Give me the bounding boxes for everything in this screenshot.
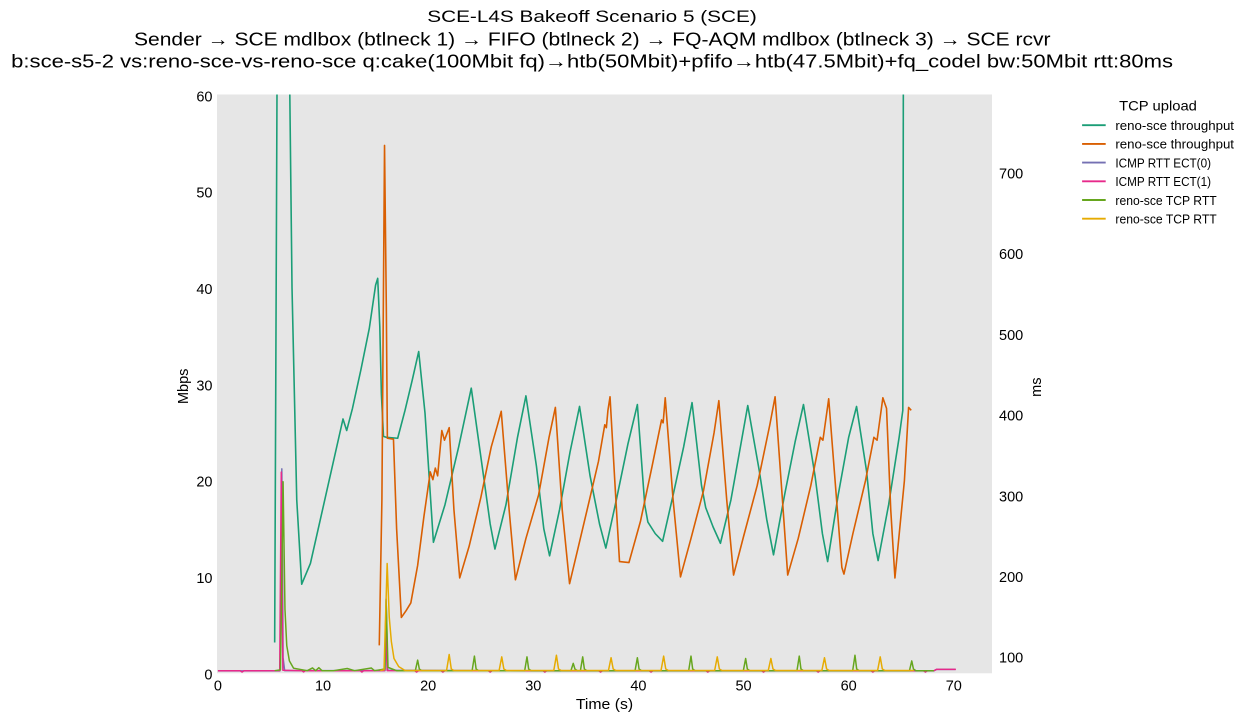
svg-text:ICMP RTT ECT(1): ICMP RTT ECT(1) bbox=[1115, 174, 1211, 189]
svg-text:30: 30 bbox=[196, 378, 212, 394]
svg-text:100: 100 bbox=[999, 651, 1023, 667]
svg-text:50: 50 bbox=[735, 678, 751, 694]
svg-text:500: 500 bbox=[999, 328, 1023, 344]
svg-text:40: 40 bbox=[630, 678, 646, 694]
svg-text:50: 50 bbox=[196, 186, 212, 202]
svg-text:reno-sce throughput: reno-sce throughput bbox=[1115, 137, 1234, 152]
svg-text:400: 400 bbox=[999, 409, 1023, 425]
svg-text:30: 30 bbox=[525, 678, 541, 694]
svg-text:ms: ms bbox=[1029, 378, 1045, 397]
svg-text:200: 200 bbox=[999, 570, 1023, 586]
svg-text:700: 700 bbox=[999, 167, 1023, 183]
svg-text:reno-sce throughput: reno-sce throughput bbox=[1115, 118, 1234, 133]
svg-text:0: 0 bbox=[204, 667, 212, 683]
svg-text:b:sce-s5-2 vs:reno-sce-vs-reno: b:sce-s5-2 vs:reno-sce-vs-reno-sce q:cak… bbox=[11, 52, 1173, 73]
svg-text:SCE-L4S Bakeoff Scenario 5 (SC: SCE-L4S Bakeoff Scenario 5 (SCE) bbox=[427, 8, 757, 26]
svg-text:Time (s): Time (s) bbox=[576, 697, 633, 713]
svg-text:reno-sce TCP RTT: reno-sce TCP RTT bbox=[1115, 212, 1216, 227]
svg-text:reno-sce TCP RTT: reno-sce TCP RTT bbox=[1115, 193, 1216, 208]
svg-text:60: 60 bbox=[841, 678, 857, 694]
svg-text:TCP upload: TCP upload bbox=[1119, 99, 1197, 114]
svg-text:10: 10 bbox=[196, 571, 212, 587]
svg-text:20: 20 bbox=[420, 678, 436, 694]
svg-text:40: 40 bbox=[196, 282, 212, 298]
svg-text:ICMP RTT ECT(0): ICMP RTT ECT(0) bbox=[1115, 155, 1211, 170]
svg-text:20: 20 bbox=[196, 475, 212, 491]
svg-text:Sender → SCE mdlbox (btlneck 1: Sender → SCE mdlbox (btlneck 1) → FIFO (… bbox=[134, 30, 1051, 50]
svg-text:60: 60 bbox=[196, 89, 212, 105]
svg-text:Mbps: Mbps bbox=[176, 369, 192, 404]
svg-text:10: 10 bbox=[315, 678, 331, 694]
svg-text:0: 0 bbox=[214, 678, 222, 694]
svg-text:70: 70 bbox=[946, 678, 962, 694]
svg-text:600: 600 bbox=[999, 247, 1023, 263]
svg-text:300: 300 bbox=[999, 489, 1023, 505]
